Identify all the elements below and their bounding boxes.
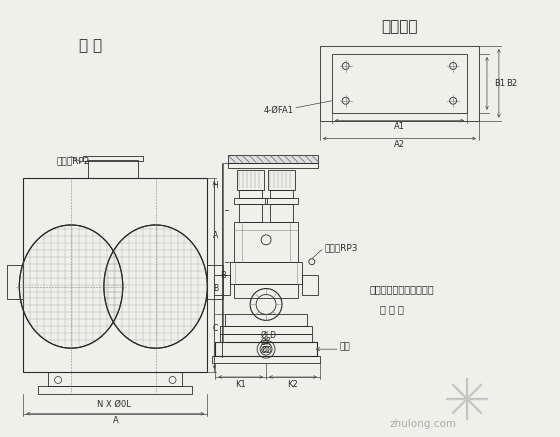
Text: ØLD: ØLD: [261, 331, 277, 340]
Bar: [220, 334, 312, 342]
Bar: [320, 46, 479, 121]
Text: B: B: [220, 271, 226, 280]
Bar: [302, 274, 318, 295]
Bar: [234, 198, 267, 204]
Bar: [228, 163, 318, 168]
Text: 底板: 底板: [340, 343, 351, 352]
Bar: [48, 372, 183, 386]
Bar: [228, 156, 318, 163]
Bar: [239, 190, 262, 198]
Bar: [265, 198, 298, 204]
Bar: [83, 156, 143, 161]
Text: 底板尺寸: 底板尺寸: [381, 19, 418, 34]
Bar: [214, 274, 230, 295]
Bar: [230, 262, 302, 284]
Text: zhulong.com: zhulong.com: [389, 419, 456, 429]
Bar: [24, 178, 207, 372]
Text: A1: A1: [394, 122, 405, 131]
Text: K1: K1: [235, 381, 246, 389]
Bar: [239, 204, 262, 222]
Bar: [7, 265, 24, 299]
Text: A: A: [113, 416, 118, 425]
Text: 测压口RP2: 测压口RP2: [56, 156, 90, 165]
Bar: [270, 190, 293, 198]
Bar: [207, 265, 223, 299]
Text: 4-ØFA1: 4-ØFA1: [264, 106, 294, 115]
Bar: [38, 386, 193, 394]
Bar: [220, 326, 312, 334]
Bar: [225, 314, 307, 326]
Text: B: B: [213, 284, 218, 292]
Text: K2: K2: [288, 381, 298, 389]
Text: ØD: ØD: [261, 346, 273, 355]
Bar: [212, 356, 320, 363]
Text: 隔 振 垫: 隔 振 垫: [380, 305, 403, 314]
Bar: [237, 170, 264, 190]
Text: 排气口RP3: 排气口RP3: [325, 243, 358, 252]
Bar: [270, 204, 293, 222]
Text: B1: B1: [494, 79, 505, 88]
Text: A2: A2: [394, 140, 405, 149]
Text: A: A: [213, 231, 218, 240]
Bar: [234, 284, 298, 298]
Text: 隔振垫（隔振器）规格：: 隔振垫（隔振器）规格：: [370, 284, 434, 295]
Bar: [268, 170, 295, 190]
Text: H: H: [213, 181, 218, 190]
Text: B2: B2: [506, 79, 517, 88]
Text: N X Ø0L: N X Ø0L: [97, 399, 131, 408]
Bar: [332, 54, 467, 113]
Bar: [234, 222, 298, 262]
Text: ØK: ØK: [261, 338, 272, 347]
Bar: [216, 342, 317, 356]
Text: C: C: [213, 324, 218, 333]
Bar: [88, 160, 138, 178]
Text: 型 号: 型 号: [80, 38, 102, 54]
